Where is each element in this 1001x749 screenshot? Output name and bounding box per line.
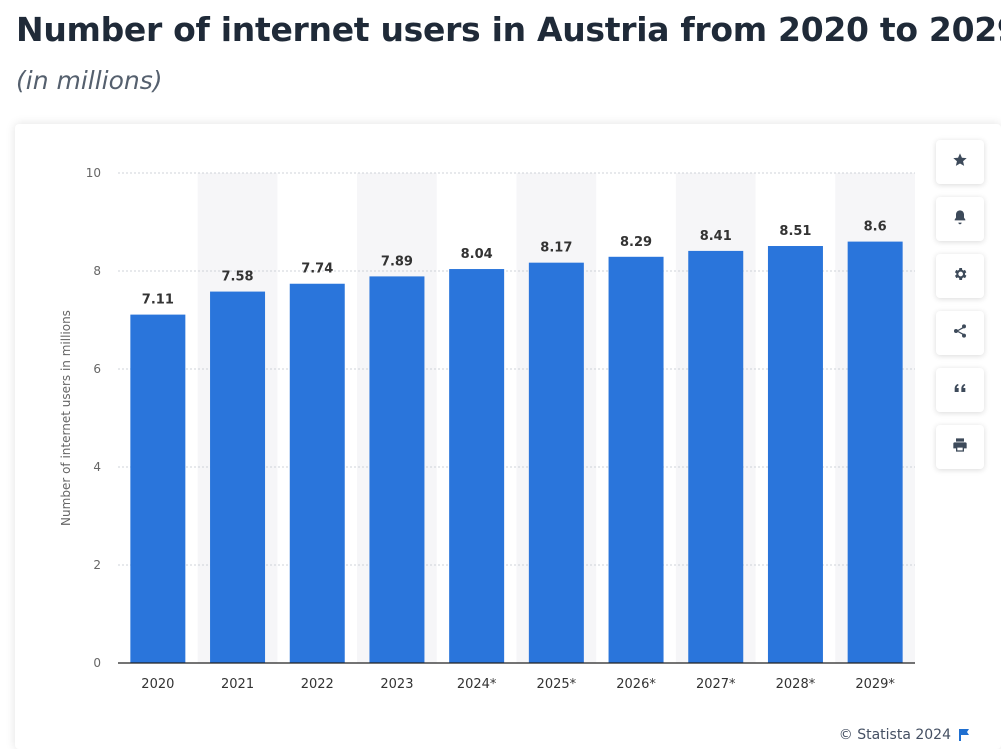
data-label: 8.51: [779, 224, 811, 239]
bar-2024: [449, 269, 505, 663]
data-label: 7.74: [301, 262, 333, 277]
x-tick-label: 2026*: [616, 677, 656, 692]
y-tick-label: 8: [93, 264, 101, 278]
data-label: 8.41: [700, 229, 732, 244]
bar-2022: [289, 283, 345, 663]
bar-2028: [767, 246, 823, 663]
y-tick-label: 0: [93, 656, 101, 670]
share-icon: [952, 323, 968, 344]
y-tick-label: 4: [93, 460, 101, 474]
bar-2021: [210, 291, 266, 663]
x-tick-label: 2027*: [696, 677, 736, 692]
statista-credit[interactable]: © Statista 2024: [839, 727, 969, 743]
share-button[interactable]: [936, 311, 984, 355]
settings-button[interactable]: [936, 254, 984, 298]
quote-icon: [952, 380, 968, 401]
notification-button[interactable]: [936, 197, 984, 241]
x-tick-label: 2023: [380, 677, 413, 692]
bar-2029: [847, 241, 903, 663]
credit-text: © Statista 2024: [838, 727, 951, 743]
y-tick-label: 10: [86, 166, 101, 180]
data-label: 8.29: [620, 235, 652, 250]
bar-2025: [528, 262, 584, 663]
y-axis-title: Number of internet users in millions: [59, 310, 73, 526]
bar-2026: [608, 256, 664, 663]
chart-toolbar: [936, 140, 984, 482]
page-subtitle: (in millions): [16, 66, 163, 95]
print-icon: [952, 437, 968, 458]
data-label: 8.6: [864, 220, 887, 235]
data-label: 8.04: [461, 247, 493, 262]
x-tick-label: 2024*: [457, 677, 497, 692]
x-tick-label: 2029*: [855, 677, 895, 692]
bar-chart: 7.117.587.74 7.89 8.04 8.17 8.29 8.41 8.51 8.6 …: [59, 166, 915, 692]
y-tick-label: 6: [93, 362, 101, 376]
bar-2023: [369, 276, 425, 663]
y-tick-label: 2: [93, 558, 101, 572]
flag-icon: [959, 729, 969, 741]
page-title: Number of internet users in Austria from…: [16, 10, 1001, 49]
print-button[interactable]: [936, 425, 984, 469]
chart-card: 7.11 7.58 7.74 7.89 8.04 8.17 8.29 8.41 8.51 8.6 …: [15, 124, 1001, 749]
bar-2027: [688, 250, 744, 663]
data-label: 7.11: [142, 293, 174, 308]
x-tick-label: 2028*: [776, 677, 816, 692]
data-label: 7.58: [222, 270, 254, 285]
bell-icon: [952, 209, 968, 230]
favorite-button[interactable]: [936, 140, 984, 184]
star-icon: [952, 152, 968, 173]
data-label: 8.17: [540, 241, 572, 256]
cite-button[interactable]: [936, 368, 984, 412]
gear-icon: [952, 266, 968, 287]
x-tick-label: 2021: [221, 677, 254, 692]
x-tick-label: 2025*: [537, 677, 577, 692]
bar-2020: [130, 314, 186, 663]
x-tick-label: 2022: [301, 677, 334, 692]
x-tick-label: 2020: [141, 677, 174, 692]
data-label: 7.89: [381, 254, 413, 269]
